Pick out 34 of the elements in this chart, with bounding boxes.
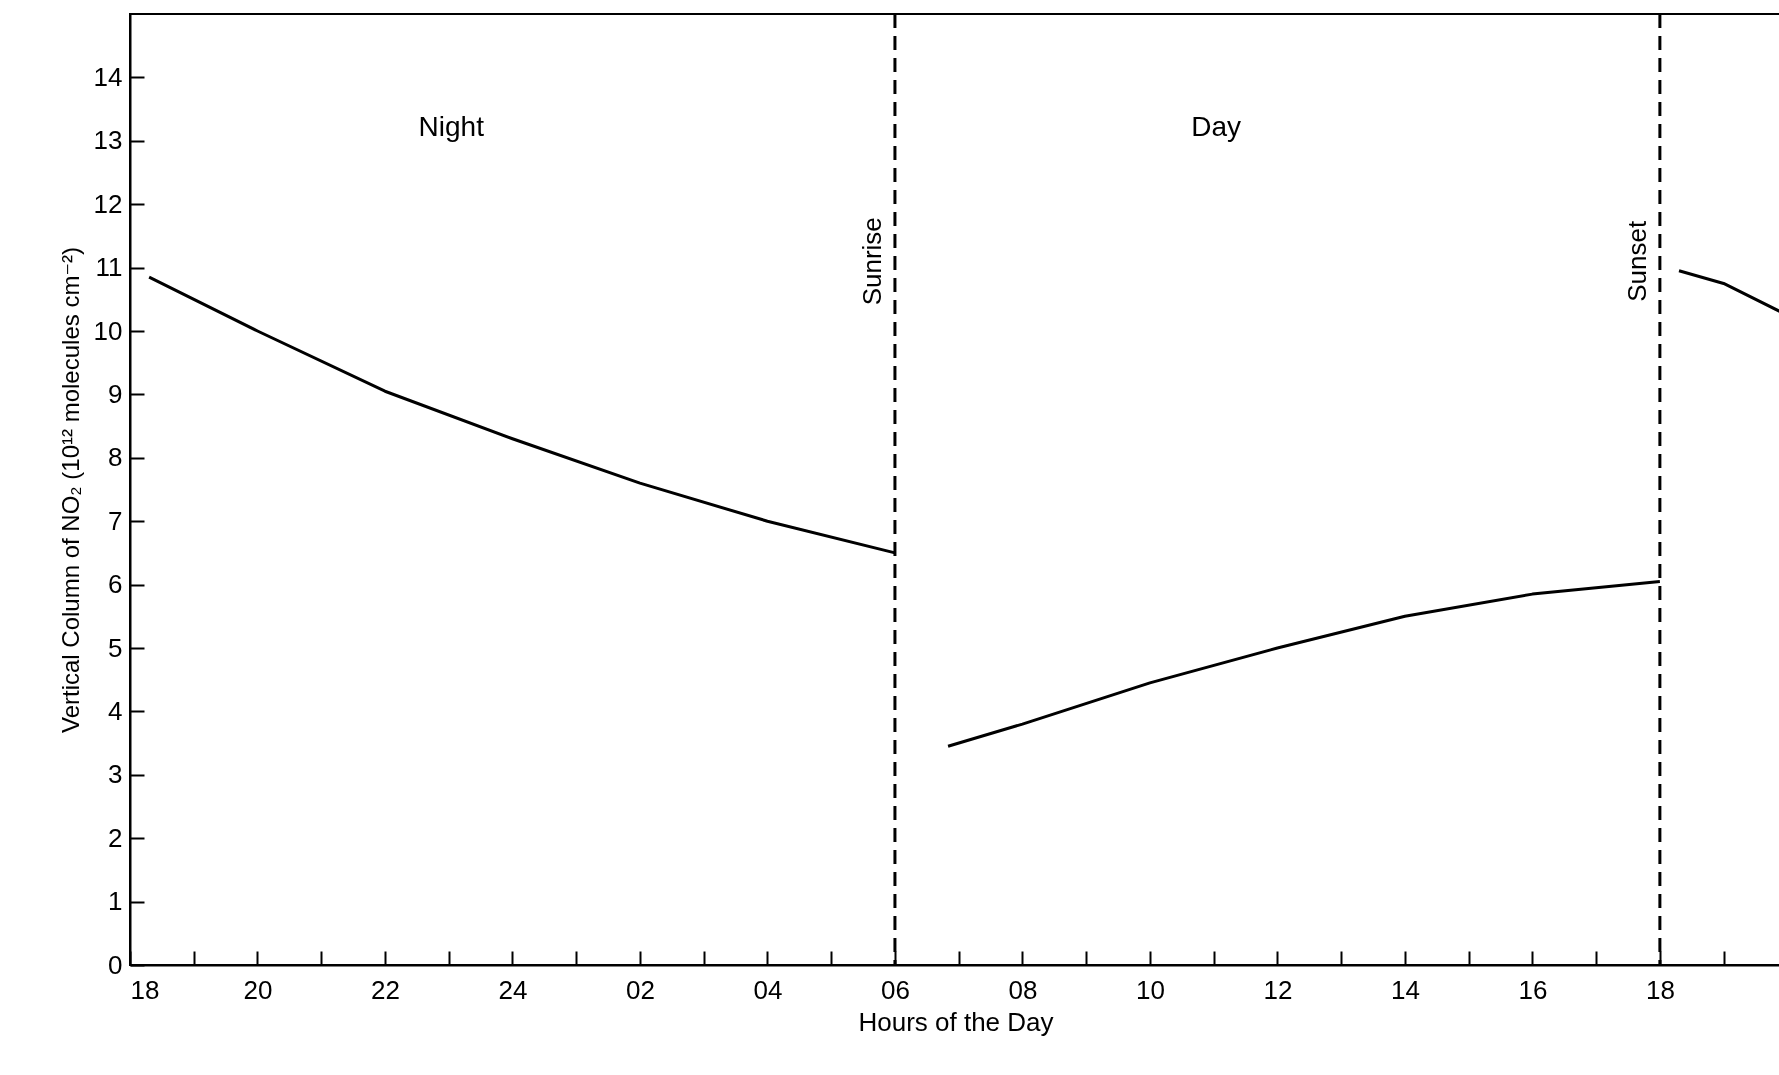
- x-axis-title: Hours of the Day: [858, 1006, 1054, 1037]
- x-tick-label: 16: [1518, 974, 1548, 1005]
- x-tick-label: 14: [1390, 974, 1420, 1005]
- x-tick-label: 12: [1263, 974, 1293, 1005]
- y-tick-label: 14: [93, 61, 123, 92]
- y-tick-label: 11: [95, 252, 123, 283]
- x-tick-label: 10: [1135, 974, 1165, 1005]
- y-tick-label: 0: [108, 949, 123, 980]
- ref-line-label: Sunrise: [856, 217, 887, 306]
- y-tick-label: 8: [108, 442, 123, 473]
- ref-line-label: Sunset: [1621, 220, 1652, 302]
- x-tick-label: 06: [880, 974, 910, 1005]
- x-tick-label: 20: [243, 974, 273, 1005]
- x-tick-label: 18: [130, 974, 160, 1005]
- y-tick-label: 7: [108, 505, 123, 536]
- x-tick-label: 22: [371, 974, 400, 1005]
- x-tick-label: 02: [626, 974, 655, 1005]
- y-tick-label: 4: [108, 695, 123, 726]
- y-tick-label: 1: [108, 886, 123, 917]
- y-tick-label: 12: [93, 188, 123, 219]
- y-tick-label: 5: [108, 632, 123, 663]
- y-tick-label: 2: [108, 822, 123, 853]
- y-tick-label: 10: [93, 315, 123, 346]
- annotation: Day: [1191, 111, 1242, 143]
- x-tick-label: 08: [1008, 974, 1038, 1005]
- y-tick-label: 6: [108, 569, 123, 600]
- x-tick-label: 24: [498, 974, 528, 1005]
- y-tick-label: 9: [108, 378, 123, 409]
- y-tick-label: 3: [108, 759, 123, 790]
- x-tick-label: 04: [753, 974, 783, 1005]
- x-tick-label: 18: [1645, 974, 1675, 1005]
- annotation: Night: [418, 111, 485, 143]
- y-axis-title: Vertical Column of NO₂ (10¹² molecules cm⁻²): [56, 246, 84, 734]
- y-tick-label: 13: [93, 125, 123, 156]
